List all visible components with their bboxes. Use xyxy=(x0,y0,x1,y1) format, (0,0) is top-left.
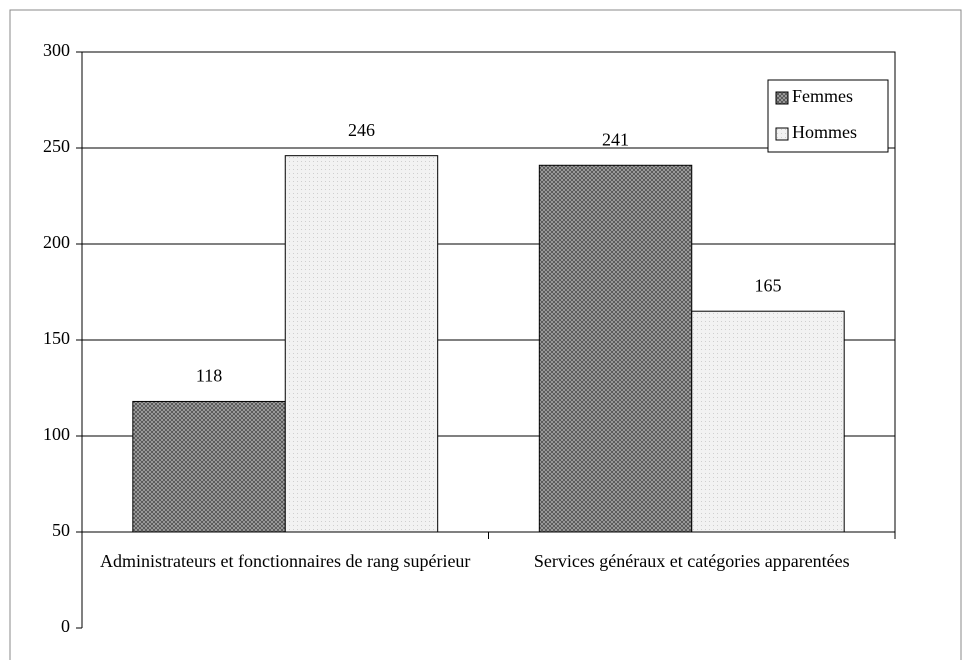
data-label: 241 xyxy=(602,129,629,149)
x-tick-label-box: Administrateurs et fonctionnaires de ran… xyxy=(100,551,471,571)
legend-swatch xyxy=(775,127,789,141)
bar xyxy=(132,400,286,533)
y-tick-label: 150 xyxy=(43,328,70,348)
x-tick-label-box: Services généraux et catégories apparent… xyxy=(533,551,850,571)
bar xyxy=(284,155,439,533)
x-tick-label: Administrateurs et fonctionnaires de ran… xyxy=(100,551,471,571)
data-label: 165 xyxy=(754,275,781,295)
legend-swatch xyxy=(775,91,789,105)
legend-label: Hommes xyxy=(792,122,857,142)
y-tick-label: 250 xyxy=(43,136,70,156)
data-label: 118 xyxy=(196,366,222,386)
bar xyxy=(538,164,693,533)
outer-border xyxy=(9,9,962,660)
y-tick-label: 0 xyxy=(61,616,70,636)
x-tick-label: Services généraux et catégories apparent… xyxy=(533,551,850,571)
y-tick-label: 100 xyxy=(43,424,70,444)
bar xyxy=(691,310,845,533)
y-tick-label: 300 xyxy=(43,40,70,60)
data-label: 246 xyxy=(348,120,375,140)
legend-label: Femmes xyxy=(792,86,853,106)
y-tick-label: 50 xyxy=(52,520,70,540)
y-tick-label: 200 xyxy=(43,232,70,252)
